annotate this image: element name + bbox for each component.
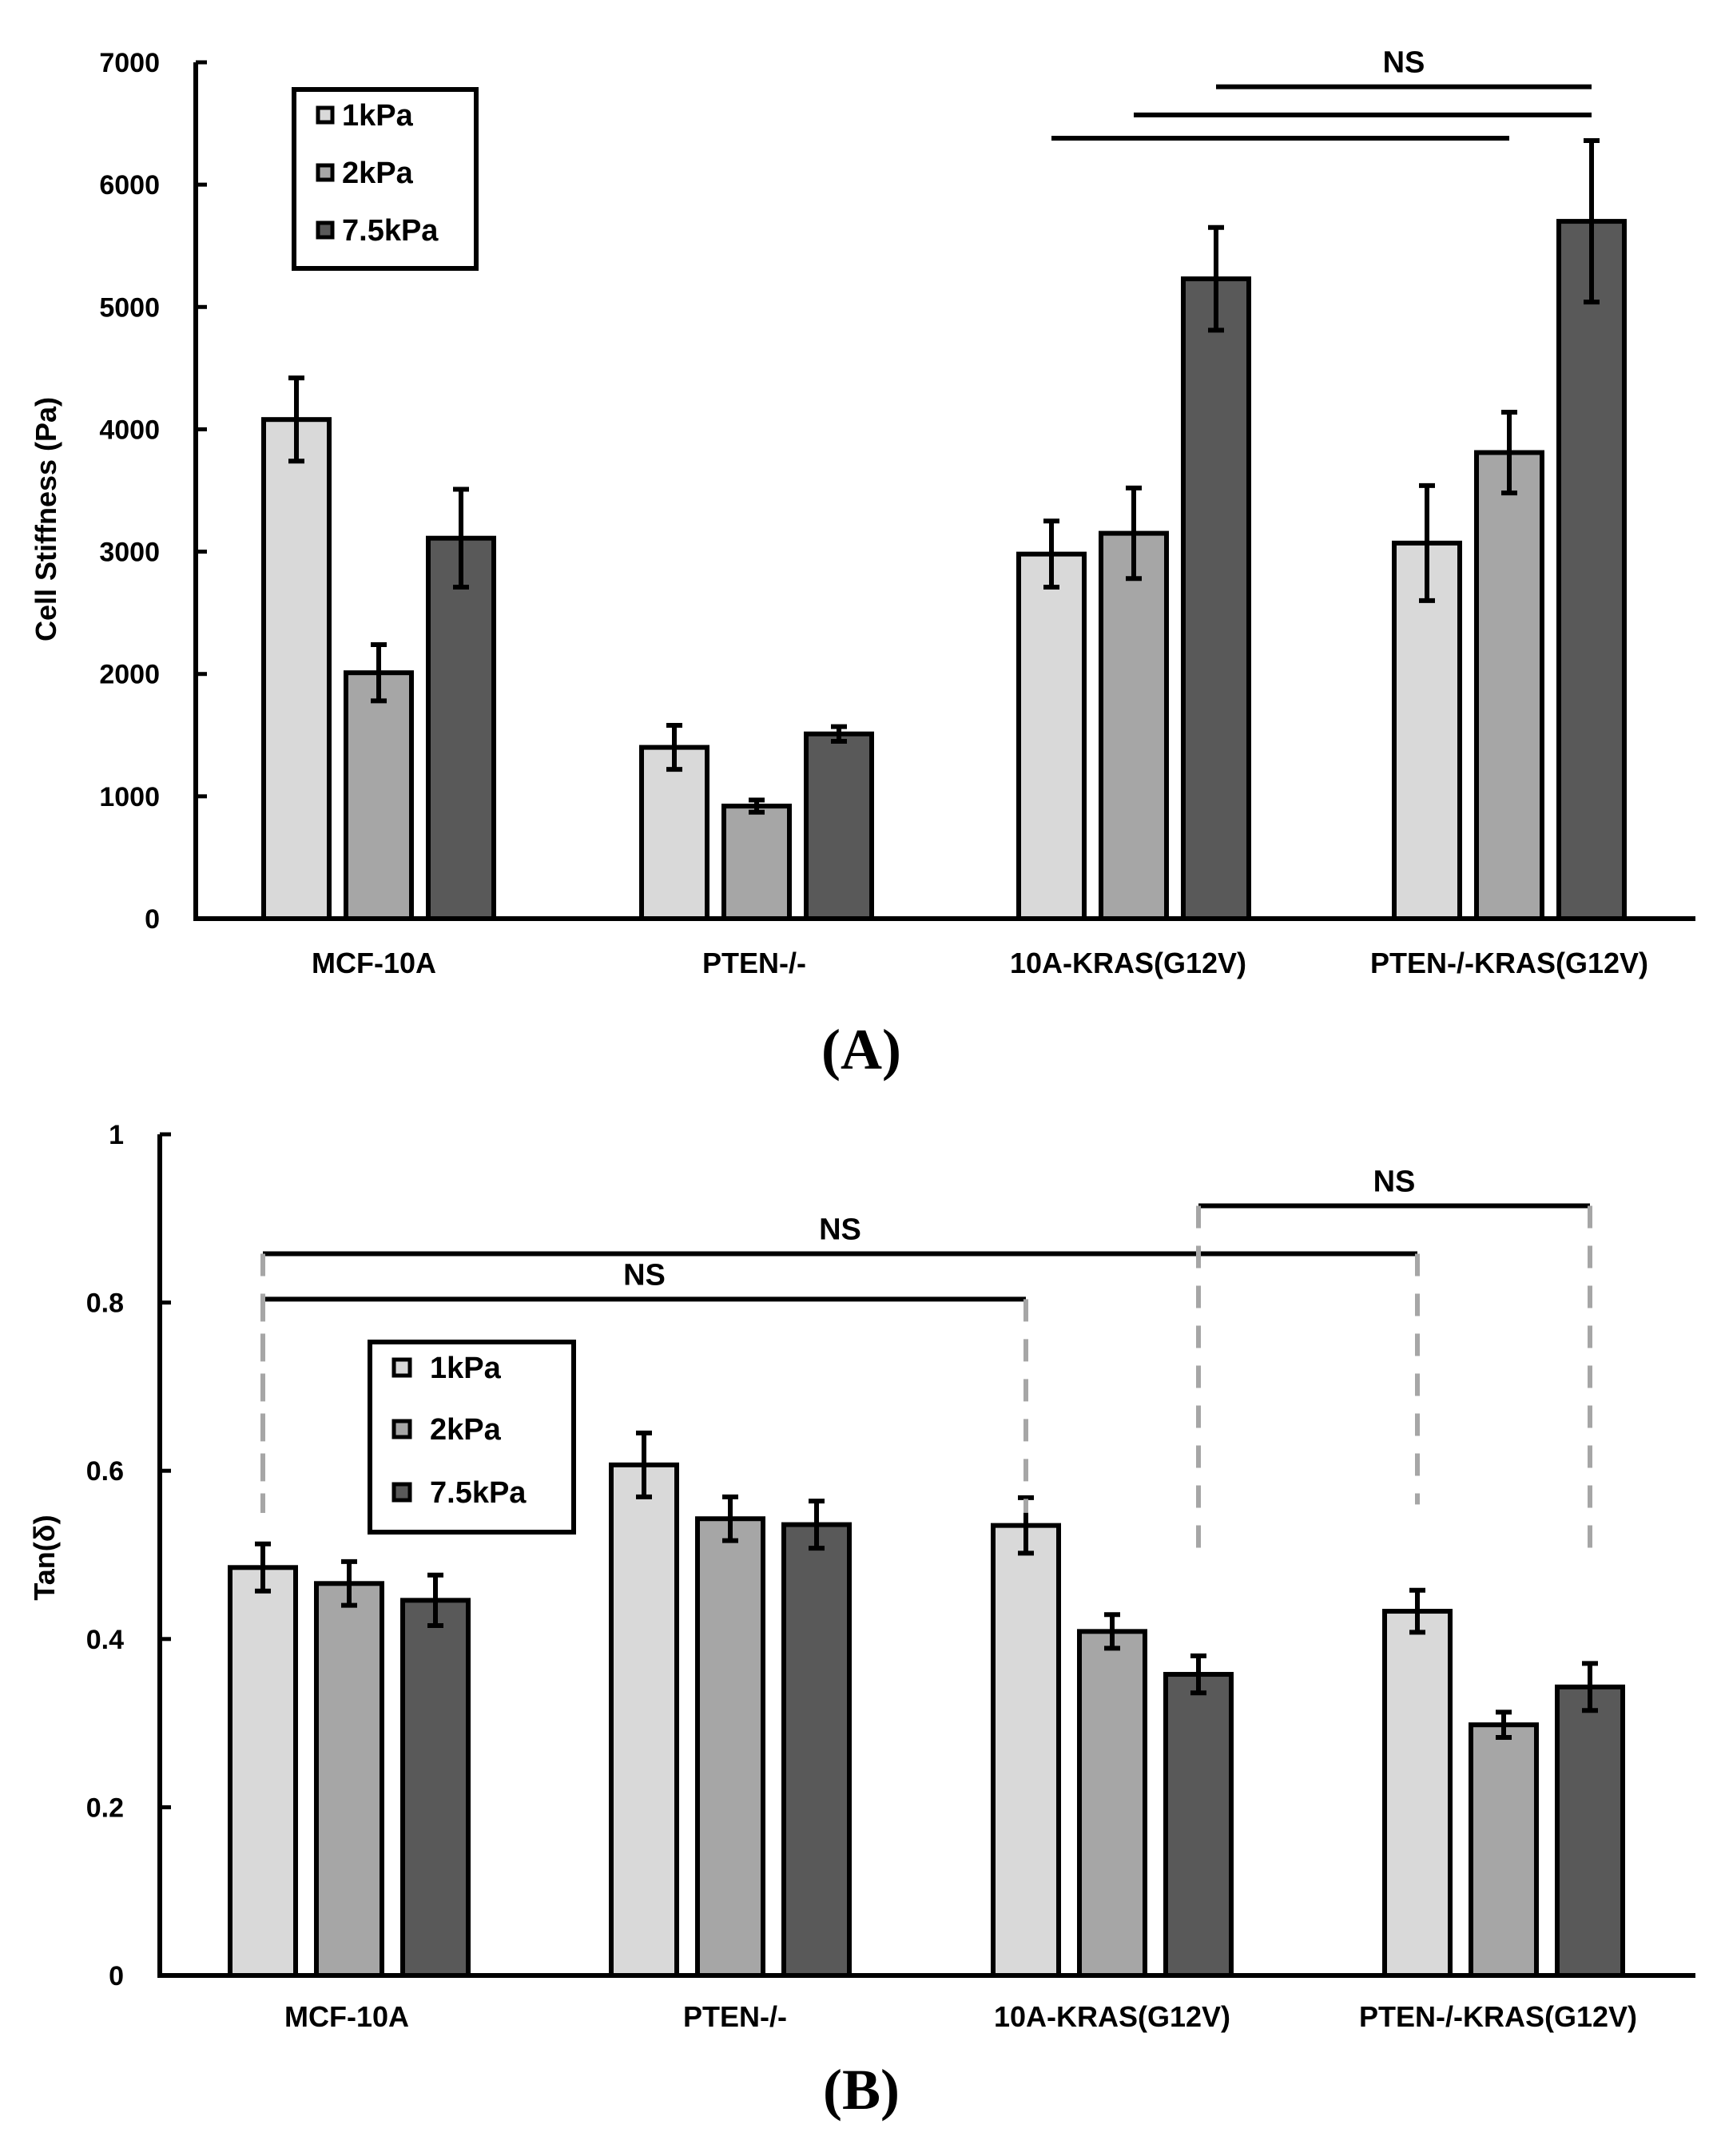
y-tick-label: 1000: [99, 782, 160, 812]
category-label: 10A-KRAS(G12V): [1010, 947, 1246, 979]
legend-label: 2kPa: [342, 157, 414, 190]
legend-swatch: [316, 163, 335, 182]
bar: [991, 1523, 1061, 1978]
legend-swatch: [391, 1419, 412, 1439]
bar: [781, 1522, 852, 1979]
y-tick-label: 0.8: [86, 1288, 124, 1319]
panel-a-chart: 0 1000 2000 3000 4000 5000 6000 7000 Cell Stiffn…: [30, 46, 1695, 1082]
bar: [609, 1462, 679, 1978]
y-tick-label: 3000: [99, 538, 160, 568]
category-label: PTEN-/-KRAS(G12V): [1359, 2000, 1637, 2033]
bar: [1555, 1684, 1625, 1979]
bar: [1077, 1629, 1147, 1978]
bar: [426, 535, 496, 921]
legend-label: 2kPa: [430, 1413, 502, 1447]
bar: [804, 731, 874, 921]
bar: [400, 1598, 471, 1979]
y-tick-label: 0.2: [86, 1793, 124, 1823]
bar: [1556, 219, 1627, 922]
legend-swatch: [391, 1357, 412, 1378]
bar: [261, 417, 332, 921]
y-axis-title: Tan(δ): [28, 1515, 61, 1600]
bar: [1163, 1672, 1234, 1978]
legend-label: 1kPa: [430, 1352, 502, 1385]
significance-label: NS: [1383, 46, 1425, 80]
category-label: PTEN-/-: [702, 947, 806, 979]
legend-label: 7.5kPa: [430, 1476, 527, 1510]
significance-label: NS: [623, 1258, 666, 1292]
y-tick-label: 2000: [99, 660, 160, 690]
bar: [1382, 1609, 1453, 1979]
bar: [1016, 551, 1087, 921]
bar: [1181, 276, 1251, 921]
legend-swatch: [391, 1482, 412, 1503]
legend-swatch: [316, 220, 335, 240]
panel-label: (B): [823, 2058, 900, 2122]
y-tick-label: 6000: [99, 170, 160, 201]
y-tick-label: 0: [109, 1961, 124, 1991]
y-tick-label: 4000: [99, 415, 160, 445]
y-tick-label: 0.6: [86, 1456, 124, 1487]
bar: [695, 1516, 765, 1978]
bar: [1474, 450, 1544, 921]
category-label: PTEN-/-KRAS(G12V): [1370, 947, 1648, 979]
significance-label: NS: [1373, 1165, 1416, 1199]
category-label: MCF-10A: [312, 947, 436, 979]
category-label: 10A-KRAS(G12V): [994, 2000, 1230, 2033]
y-tick-label: 5000: [99, 292, 160, 323]
y-tick-label: 1: [109, 1120, 124, 1150]
bar: [344, 670, 414, 921]
bar: [228, 1565, 298, 1979]
panel-b-chart: 0 0.2 0.4 0.6 0.8 1 Tan(δ) MCF-10A PTEN-/- 10A-KR…: [28, 1120, 1695, 2122]
legend-label: 7.5kPa: [342, 214, 439, 248]
bar: [314, 1581, 384, 1978]
legend-label: 1kPa: [342, 99, 414, 133]
category-label: MCF-10A: [284, 2000, 409, 2033]
y-tick-label: 7000: [99, 48, 160, 78]
bar: [721, 804, 792, 922]
bar: [1469, 1722, 1539, 1979]
y-tick-label: 0.4: [86, 1625, 124, 1655]
legend-swatch: [316, 105, 335, 125]
bar: [1099, 530, 1169, 921]
panel-label: (A): [821, 1018, 901, 1082]
significance-label: NS: [819, 1213, 861, 1247]
y-axis-title: Cell Stiffness (Pa): [30, 397, 62, 641]
y-tick-label: 0: [145, 904, 160, 935]
category-label: PTEN-/-: [683, 2000, 787, 2033]
bar: [639, 744, 709, 921]
